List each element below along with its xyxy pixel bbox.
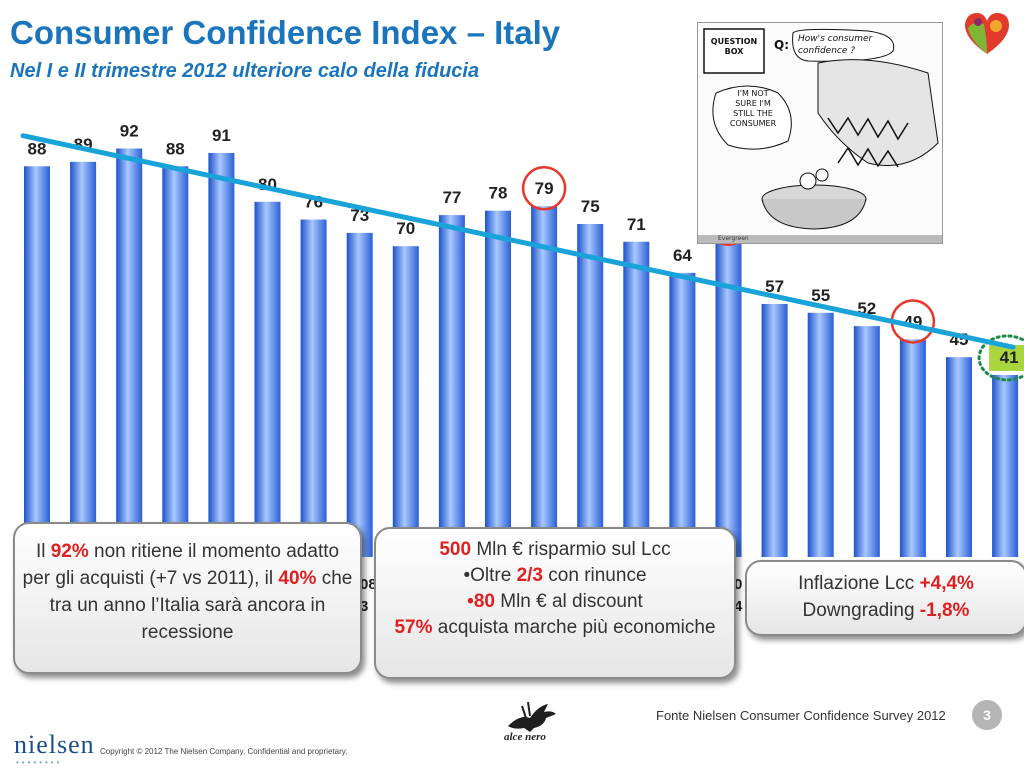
callout2-text: •Oltre [463,565,517,586]
callout2-highlight: 500 [439,539,472,560]
data-label-14: 64 [673,246,692,265]
page-subtitle: Nel I e II trimestre 2012 ulteriore calo… [10,60,480,82]
bar-0 [24,166,50,557]
trend-line [20,133,1016,350]
callout3-text: Downgrading [802,600,920,621]
callout1-highlight-92: 92% [50,541,89,562]
bar-17 [807,312,834,557]
bar-20 [946,357,972,557]
bar-16 [761,303,788,557]
data-label-4: 91 [212,126,231,145]
bar-4 [208,152,235,557]
callout2-text: Mln € al discount [494,591,643,612]
cartoon-q-label: Q: [774,38,789,52]
data-label-0: 88 [28,139,47,158]
callout3-line: Inflazione Lcc +4,4% [751,570,1021,597]
axis-label-partial: 3 [360,598,369,615]
callout2-text: Mln € risparmio sul Lcc [471,539,671,560]
callout3-text: Inflazione Lcc [798,573,920,594]
data-label-16: 57 [765,277,784,296]
cartoon-illustration: Q: QUESTION BOX How's consumer confidenc… [697,22,943,244]
data-label-11: 79 [535,179,554,198]
bar-18 [853,326,880,557]
data-label-9: 77 [442,188,461,207]
callout2-line: •Oltre 2/3 con rinunce [380,563,730,589]
bar-5 [254,201,281,558]
callout1-highlight-40: 40% [278,568,317,589]
bar-11 [531,206,558,558]
data-label-8: 70 [396,219,415,238]
bar-21 [992,374,1019,557]
callout-consumer-opinion: Il 92% non ritiene il momento adatto per… [13,522,362,674]
callout2-highlight: 80 [473,591,495,612]
bar-10 [485,210,511,557]
data-label-3: 88 [166,139,185,158]
nielsen-logo: nielsen [14,730,95,759]
callout2-highlight: 57% [394,617,433,638]
axis-label-partial: 0 [734,576,743,593]
callout2-text: con rinunce [543,565,647,586]
bar-14 [669,272,696,557]
axis-label-partial: 4 [734,598,743,615]
axis-label-partial: 08 [360,576,377,593]
bar-12 [577,224,604,557]
bar-15 [715,241,742,557]
data-label-12: 75 [581,197,600,216]
bar-3 [162,166,189,557]
label-highlight-bg [989,344,1024,371]
callout2-highlight: • [467,591,474,612]
bar-6 [300,219,327,557]
callout-inflation: Inflazione Lcc +4,4% Downgrading -1,8% [745,560,1024,636]
cartoon-speech: I'M NOT SURE I'M STILL THE CONSUMER [729,89,777,128]
page-title: Consumer Confidence Index – Italy [10,14,561,51]
bar-7 [346,232,373,557]
page-number: 3 [972,700,1002,730]
data-label-17: 55 [811,286,830,305]
copyright-note: Copyright © 2012 The Nielsen Company. Co… [100,747,348,756]
nielsen-logo-dots: •••••••• [16,758,63,767]
bar-19 [899,339,926,557]
cartoon-question: How's consumer confidence ? [798,34,873,56]
data-label-13: 71 [627,215,646,234]
callout3-highlight: +4,4% [919,573,974,594]
callout3-highlight: -1,8% [919,600,970,621]
data-label-10: 78 [489,184,508,203]
callout2-highlight: 2/3 [516,565,543,586]
data-label-21: 41 [1000,348,1019,367]
callout1-text: che tra un anno l’Italia sarà ancora in … [49,568,353,643]
bar-8 [392,246,419,557]
callout2-line: 500 Mln € risparmio sul Lcc [380,537,730,563]
produce-heart-icon [964,13,1010,54]
bar-13 [623,241,650,557]
dotted-highlight-circle [977,334,1024,382]
alce-nero-logo-text: alce nero [504,731,546,743]
highlight-circle-11 [521,165,567,211]
source-note: Fonte Nielsen Consumer Confidence Survey… [656,708,946,723]
bar-9 [438,215,465,557]
callout-savings: 500 Mln € risparmio sul Lcc •Oltre 2/3 c… [374,527,736,679]
cartoon-caption: Evergreen [718,235,749,242]
data-label-2: 92 [120,122,139,141]
bar-1 [70,161,97,557]
bar-2 [116,148,143,557]
callout2-text: acquista marche più economiche [432,617,716,638]
callout1-text: Il [35,541,51,562]
callout1-text: non ritiene il momento adatto per gli ac… [22,541,340,589]
cartoon-question-box-label: QUESTION BOX [710,37,758,56]
callout2-line: •80 Mln € al discount [380,589,730,615]
callout2-line: 57% acquista marche più economiche [380,615,730,641]
callout3-line: Downgrading -1,8% [751,597,1021,624]
alce-nero-logo [508,701,556,732]
cartoon-drawing: Q: [698,28,942,243]
